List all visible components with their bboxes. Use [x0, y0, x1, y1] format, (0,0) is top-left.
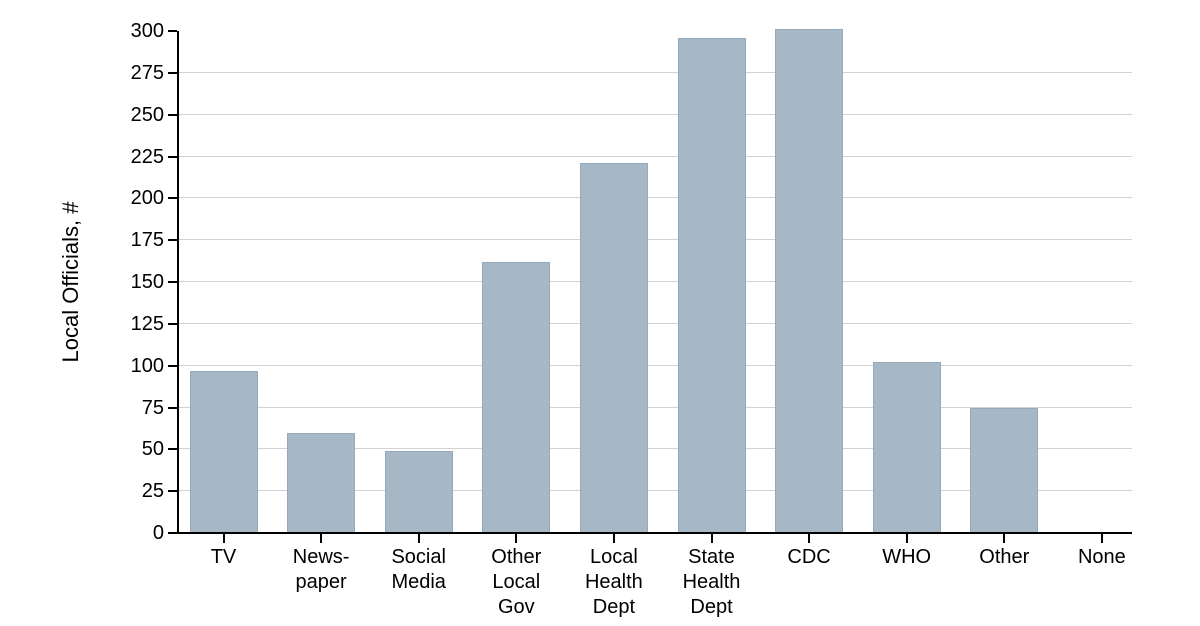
x-category-label-2: Social Media: [391, 546, 446, 593]
x-tick-2: [417, 534, 420, 543]
y-tick-label-25: 25: [141, 480, 164, 503]
x-category-label-3: Other Local Gov: [491, 546, 542, 618]
x-tick-8: [1003, 534, 1006, 543]
x-tick-5: [710, 534, 713, 543]
y-tick-label-300: 300: [130, 20, 164, 42]
gridline-y-175: [179, 239, 1132, 241]
bar-2: [384, 451, 453, 533]
bar-3: [482, 261, 551, 533]
y-tick-label-200: 200: [130, 187, 164, 210]
y-tick-label-50: 50: [141, 438, 164, 461]
y-tick-label-100: 100: [130, 354, 164, 377]
gridline-y-75: [179, 406, 1132, 408]
gridline-y-225: [179, 155, 1132, 157]
x-axis-line: [177, 532, 1132, 534]
x-tick-7: [905, 534, 908, 543]
x-tick-0: [222, 534, 225, 543]
y-tick-label-0: 0: [152, 522, 164, 544]
bar-1: [287, 432, 356, 533]
x-tick-3: [515, 534, 518, 543]
x-category-label-1: News- paper: [292, 546, 350, 593]
y-tick-300: [168, 30, 177, 32]
gridline-y-25: [179, 490, 1132, 492]
gridline-y-150: [179, 281, 1132, 282]
y-tick-225: [168, 155, 177, 158]
y-tick-label-150: 150: [130, 271, 164, 293]
gridline-y-100: [179, 364, 1132, 366]
x-category-label-6: CDC: [787, 546, 831, 568]
y-tick-125: [168, 322, 177, 325]
gridline-y-250: [179, 113, 1132, 115]
x-category-label-8: Other: [979, 546, 1030, 568]
y-tick-label-225: 225: [130, 145, 164, 168]
bar-8: [970, 407, 1039, 533]
x-category-label-0: TV: [210, 546, 237, 568]
bar-5: [677, 37, 746, 533]
bar-7: [872, 362, 941, 533]
y-tick-label-75: 75: [141, 396, 164, 419]
y-tick-label-125: 125: [130, 312, 164, 335]
y-tick-75: [168, 406, 177, 409]
y-tick-0: [168, 532, 177, 534]
y-tick-label-250: 250: [130, 103, 164, 126]
y-tick-50: [168, 448, 177, 451]
x-category-label-9: None: [1077, 546, 1126, 568]
y-tick-label-175: 175: [130, 229, 164, 252]
y-tick-100: [168, 364, 177, 367]
bar-6: [775, 29, 844, 533]
x-tick-1: [320, 534, 323, 543]
x-tick-9: [1100, 534, 1103, 543]
y-tick-label-275: 275: [130, 61, 164, 84]
y-axis-line: [177, 31, 179, 534]
y-tick-150: [168, 281, 177, 283]
gridline-y-200: [179, 197, 1132, 199]
y-axis-title: Local Officials, #: [58, 201, 83, 363]
x-category-label-5: State Health Dept: [682, 546, 741, 618]
plot-area: [179, 29, 1132, 533]
gridline-y-50: [179, 448, 1132, 450]
y-tick-275: [168, 71, 177, 74]
y-tick-175: [168, 239, 177, 242]
bar-4: [579, 163, 648, 533]
x-tick-6: [808, 534, 811, 543]
bar-0: [189, 370, 258, 533]
x-tick-4: [612, 534, 615, 543]
gridline-y-275: [179, 71, 1132, 73]
x-category-label-4: Local Health Dept: [584, 546, 643, 618]
x-category-label-7: WHO: [882, 546, 932, 568]
y-tick-250: [168, 113, 177, 116]
gridline-y-125: [179, 322, 1132, 324]
y-tick-200: [168, 197, 177, 200]
y-tick-25: [168, 490, 177, 493]
